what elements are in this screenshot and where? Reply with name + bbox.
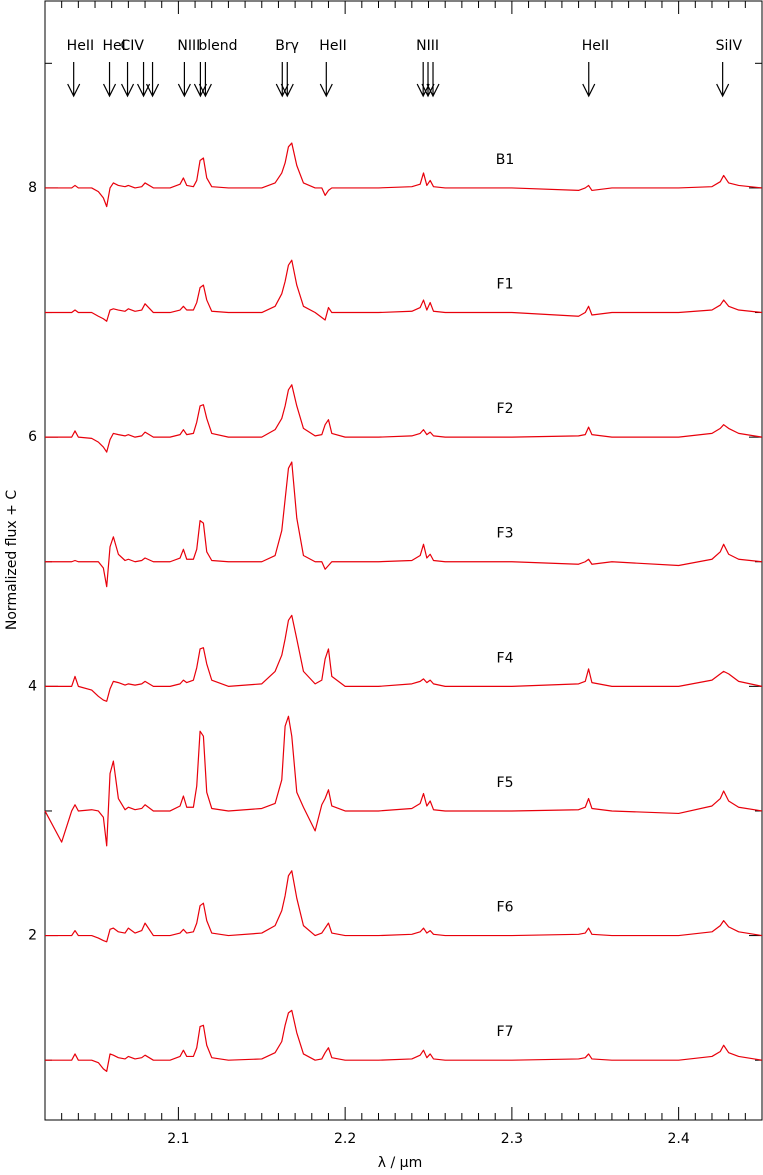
series-label: F7 xyxy=(497,1024,514,1040)
y-tick-label: 8 xyxy=(28,180,37,196)
line-arrow xyxy=(582,62,596,98)
series-label: F3 xyxy=(497,526,514,542)
spectrum-line xyxy=(45,614,763,702)
line-arrow xyxy=(121,62,135,98)
plot-frame xyxy=(44,0,763,1121)
series-label: F4 xyxy=(497,650,514,666)
line-label: HeII xyxy=(582,38,609,54)
spectrum-line xyxy=(45,142,763,208)
spectrum-line xyxy=(45,384,763,453)
series-label: F5 xyxy=(497,775,514,791)
line-label: HeI xyxy=(103,38,126,54)
y-tick-label: 4 xyxy=(28,678,37,694)
line-arrow xyxy=(146,62,160,98)
line-label: SiIV xyxy=(716,38,743,54)
x-tick-label: 2.2 xyxy=(334,1131,356,1147)
line-arrow xyxy=(177,62,191,98)
line-label: NIII xyxy=(416,38,439,54)
y-axis-label: Normalized flux + C xyxy=(4,490,20,630)
line-arrow xyxy=(280,62,294,98)
spectrum-line xyxy=(45,870,763,943)
y-tick-label: 6 xyxy=(28,429,37,445)
line-label: CIV xyxy=(121,38,145,54)
line-label: HeII xyxy=(319,38,346,54)
line-label: Brγ xyxy=(275,38,299,54)
line-arrow xyxy=(416,62,430,98)
line-label: HeII xyxy=(67,38,94,54)
x-tick-label: 2.3 xyxy=(501,1131,523,1147)
line-arrow xyxy=(67,62,81,98)
line-label: blend xyxy=(198,38,237,54)
spectrum-line xyxy=(44,715,763,847)
line-label: NIII xyxy=(177,38,200,54)
line-arrow xyxy=(319,62,333,98)
series-label: F6 xyxy=(497,900,514,916)
line-arrow xyxy=(426,62,440,98)
x-tick-label: 2.1 xyxy=(167,1131,189,1147)
series-label: B1 xyxy=(496,152,515,168)
x-tick-label: 2.4 xyxy=(667,1131,689,1147)
line-arrow xyxy=(102,62,117,98)
spectrum-line xyxy=(45,461,763,588)
spectrum-line xyxy=(45,259,763,322)
line-arrow xyxy=(421,62,435,98)
line-arrow xyxy=(193,62,207,98)
series-label: F1 xyxy=(497,277,514,293)
line-arrow xyxy=(716,62,730,98)
line-arrow xyxy=(275,62,289,98)
series-label: F2 xyxy=(497,401,514,417)
line-arrow xyxy=(198,62,212,98)
y-tick-label: 2 xyxy=(28,928,37,944)
x-axis-label: λ / μm xyxy=(378,1155,422,1171)
spectrum-line xyxy=(45,1009,763,1072)
line-arrow xyxy=(137,62,151,98)
